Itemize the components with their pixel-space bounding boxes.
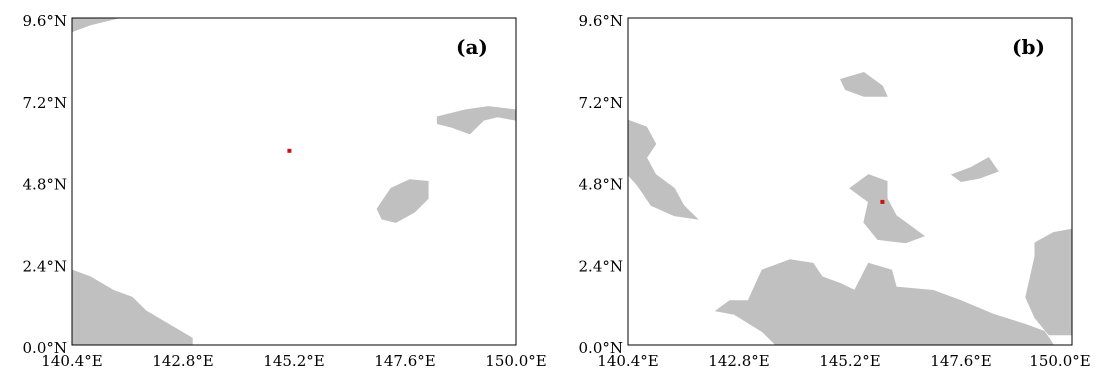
marker-point-a xyxy=(287,148,292,153)
x-tick-label: 142.8°E xyxy=(152,352,213,370)
panel-label-a: (a) xyxy=(456,35,488,59)
map-panel-a: (a) 9.6°N 7.2°N 4.8°N 2.4°N 0.0°N 140.4°… xyxy=(23,12,547,370)
y-tick-label: 7.2°N xyxy=(23,94,67,112)
mask-region-upper-center-patch xyxy=(840,71,888,97)
x-tick-label: 140.4°E xyxy=(41,352,102,370)
mask-regions-b xyxy=(627,71,1073,346)
mask-region-left-coast-patch xyxy=(627,119,699,220)
y-tick-label: 2.4°N xyxy=(579,257,623,275)
y-tick-label: 4.8°N xyxy=(23,176,67,194)
y-tick-label: 2.4°N xyxy=(23,257,67,275)
x-tick-label: 140.4°E xyxy=(597,352,658,370)
y-tick-label: 4.8°N xyxy=(579,176,623,194)
x-tick-label: 145.2°E xyxy=(819,352,880,370)
mask-region-right-edge-patch xyxy=(1025,228,1073,336)
x-tick-label: 147.6°E xyxy=(930,352,991,370)
mask-region-center-cluster xyxy=(849,174,926,244)
mask-region-right-upper-patch xyxy=(436,106,517,135)
y-tick-label: 9.6°N xyxy=(23,12,67,30)
x-tick-label: 150.0°E xyxy=(485,352,546,370)
panel-label-b: (b) xyxy=(1012,35,1045,59)
mask-region-right-small-patch xyxy=(950,157,999,183)
y-tick-label: 0.0°N xyxy=(23,339,67,357)
axis-ticks-a: 9.6°N 7.2°N 4.8°N 2.4°N 0.0°N 140.4°E 14… xyxy=(23,12,547,370)
y-tick-label: 9.6°N xyxy=(579,12,623,30)
map-border xyxy=(71,17,517,346)
mask-region-bottom-band xyxy=(714,259,1055,346)
map-frame-a xyxy=(71,17,517,346)
map-panel-b: (b) 9.6°N 7.2°N 4.8°N 2.4°N 0.0°N 140.4°… xyxy=(579,12,1091,370)
marker-point-b xyxy=(880,199,885,204)
map-border xyxy=(627,17,1073,346)
x-tick-label: 147.6°E xyxy=(374,352,435,370)
mask-regions-a xyxy=(71,17,517,346)
x-tick-label: 150.0°E xyxy=(1029,352,1090,370)
x-tick-label: 145.2°E xyxy=(263,352,324,370)
mask-region-central-island xyxy=(376,179,429,223)
y-tick-label: 0.0°N xyxy=(579,339,623,357)
y-tick-label: 7.2°N xyxy=(579,94,623,112)
axis-ticks-b: 9.6°N 7.2°N 4.8°N 2.4°N 0.0°N 140.4°E 14… xyxy=(579,12,1091,370)
x-tick-label: 142.8°E xyxy=(708,352,769,370)
